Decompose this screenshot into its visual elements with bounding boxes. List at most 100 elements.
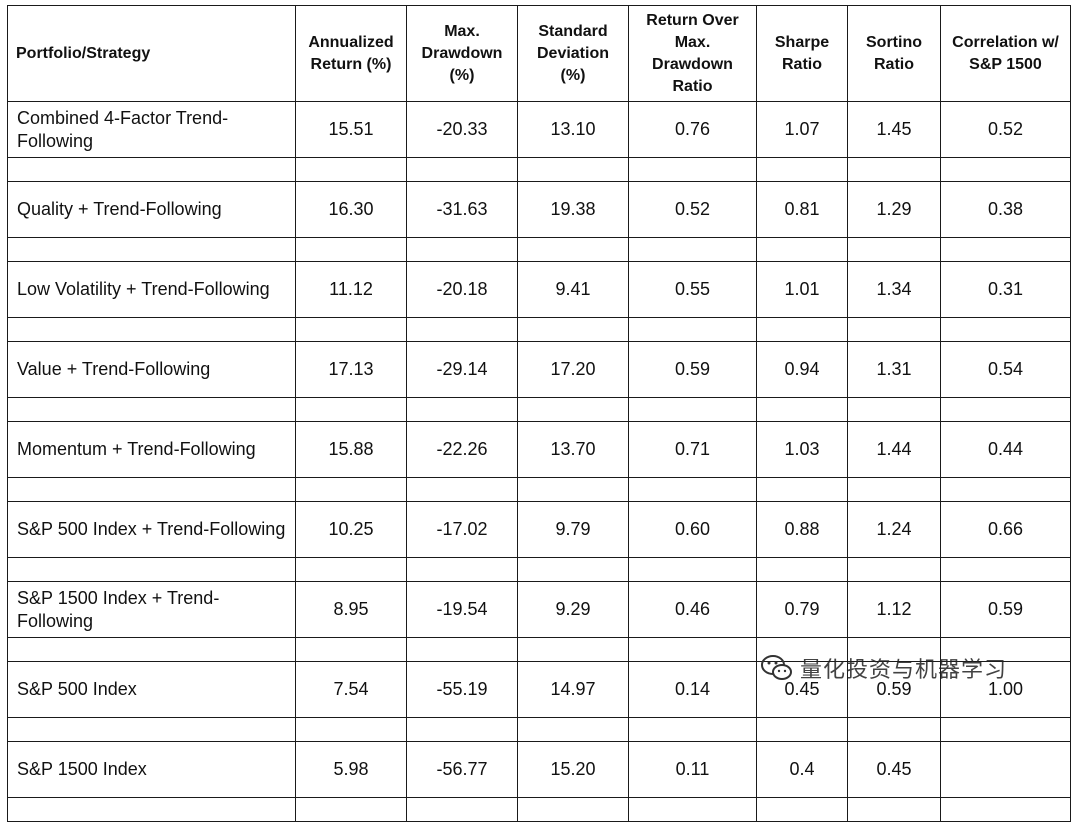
header-portfolio-strategy: Portfolio/Strategy bbox=[7, 5, 296, 102]
empty-cell bbox=[7, 797, 296, 822]
empty-cell bbox=[940, 397, 1071, 422]
empty-cell bbox=[7, 717, 296, 742]
cell-return-over-drawdown: 0.59 bbox=[628, 341, 757, 398]
empty-cell bbox=[295, 237, 407, 262]
empty-cell bbox=[628, 317, 757, 342]
cell-return-over-drawdown: 0.46 bbox=[628, 581, 757, 638]
cell-annualized-return: 16.30 bbox=[295, 181, 407, 238]
cell-max-drawdown: -19.54 bbox=[406, 581, 518, 638]
cell-sortino-ratio: 1.34 bbox=[847, 261, 941, 318]
cell-sortino-ratio: 1.24 bbox=[847, 501, 941, 558]
table-row: S&P 500 Index + Trend-Following 10.25 -17.… bbox=[7, 501, 1071, 558]
empty-cell bbox=[517, 477, 629, 502]
cell-max-drawdown: -20.33 bbox=[406, 101, 518, 158]
cell-max-drawdown: -31.63 bbox=[406, 181, 518, 238]
cell-sharpe-ratio: 0.94 bbox=[756, 341, 848, 398]
cell-sortino-ratio: 1.29 bbox=[847, 181, 941, 238]
cell-correlation: 0.38 bbox=[940, 181, 1071, 238]
table-row: Value + Trend-Following 17.13 -29.14 17.20 0… bbox=[7, 341, 1071, 398]
cell-correlation: 1.00 bbox=[940, 661, 1071, 718]
empty-cell bbox=[628, 397, 757, 422]
cell-sharpe-ratio: 1.01 bbox=[756, 261, 848, 318]
empty-cell bbox=[295, 797, 407, 822]
cell-standard-deviation: 9.29 bbox=[517, 581, 629, 638]
table-row: Combined 4-Factor Trend-Following 15.51 -2… bbox=[7, 101, 1071, 158]
cell-sharpe-ratio: 1.03 bbox=[756, 421, 848, 478]
cell-annualized-return: 7.54 bbox=[295, 661, 407, 718]
row-label: S&P 1500 Index + Trend-Following bbox=[7, 581, 296, 638]
header-sharpe-ratio: Sharpe Ratio bbox=[756, 5, 848, 102]
empty-cell bbox=[7, 557, 296, 582]
cell-annualized-return: 15.88 bbox=[295, 421, 407, 478]
cell-max-drawdown: -17.02 bbox=[406, 501, 518, 558]
empty-cell bbox=[295, 397, 407, 422]
empty-cell bbox=[406, 637, 518, 662]
cell-sharpe-ratio: 0.88 bbox=[756, 501, 848, 558]
cell-max-drawdown: -56.77 bbox=[406, 741, 518, 798]
cell-return-over-drawdown: 0.14 bbox=[628, 661, 757, 718]
spacer-row bbox=[7, 557, 1071, 582]
empty-cell bbox=[940, 797, 1071, 822]
table-header-row: Portfolio/Strategy Annualized Return (%)… bbox=[7, 5, 1071, 102]
cell-sharpe-ratio: 1.07 bbox=[756, 101, 848, 158]
empty-cell bbox=[940, 717, 1071, 742]
row-label: Low Volatility + Trend-Following bbox=[7, 261, 296, 318]
empty-cell bbox=[295, 717, 407, 742]
empty-cell bbox=[940, 557, 1071, 582]
empty-cell bbox=[517, 557, 629, 582]
spacer-row bbox=[7, 717, 1071, 742]
cell-correlation: 0.66 bbox=[940, 501, 1071, 558]
table-row: S&P 1500 Index 5.98 -56.77 15.20 0.11 0.4 0.45 bbox=[7, 741, 1071, 798]
header-max-drawdown: Max. Drawdown (%) bbox=[406, 5, 518, 102]
cell-max-drawdown: -20.18 bbox=[406, 261, 518, 318]
row-label: S&P 1500 Index bbox=[7, 741, 296, 798]
cell-return-over-drawdown: 0.60 bbox=[628, 501, 757, 558]
empty-cell bbox=[517, 397, 629, 422]
spacer-row bbox=[7, 637, 1071, 662]
cell-correlation bbox=[940, 741, 1071, 798]
empty-cell bbox=[756, 797, 848, 822]
empty-cell bbox=[295, 317, 407, 342]
table-row: Low Volatility + Trend-Following 11.12 -20… bbox=[7, 261, 1071, 318]
empty-cell bbox=[517, 317, 629, 342]
document-page: Portfolio/Strategy Annualized Return (%)… bbox=[7, 5, 1071, 822]
empty-cell bbox=[756, 237, 848, 262]
empty-cell bbox=[7, 157, 296, 182]
empty-cell bbox=[756, 637, 848, 662]
cell-sharpe-ratio: 0.81 bbox=[756, 181, 848, 238]
cell-max-drawdown: -22.26 bbox=[406, 421, 518, 478]
cell-standard-deviation: 9.79 bbox=[517, 501, 629, 558]
row-label: Combined 4-Factor Trend-Following bbox=[7, 101, 296, 158]
empty-cell bbox=[295, 637, 407, 662]
cell-standard-deviation: 13.70 bbox=[517, 421, 629, 478]
empty-cell bbox=[756, 317, 848, 342]
empty-cell bbox=[406, 557, 518, 582]
cell-sortino-ratio: 0.59 bbox=[847, 661, 941, 718]
cell-correlation: 0.59 bbox=[940, 581, 1071, 638]
cell-return-over-drawdown: 0.55 bbox=[628, 261, 757, 318]
empty-cell bbox=[847, 397, 941, 422]
empty-cell bbox=[628, 557, 757, 582]
cell-sharpe-ratio: 0.79 bbox=[756, 581, 848, 638]
empty-cell bbox=[406, 477, 518, 502]
cell-sharpe-ratio: 0.45 bbox=[756, 661, 848, 718]
empty-cell bbox=[628, 797, 757, 822]
table-row: Quality + Trend-Following 16.30 -31.63 19.3… bbox=[7, 181, 1071, 238]
cell-correlation: 0.44 bbox=[940, 421, 1071, 478]
empty-cell bbox=[628, 237, 757, 262]
empty-cell bbox=[847, 477, 941, 502]
empty-cell bbox=[756, 157, 848, 182]
empty-cell bbox=[756, 717, 848, 742]
empty-cell bbox=[7, 397, 296, 422]
cell-sortino-ratio: 0.45 bbox=[847, 741, 941, 798]
empty-cell bbox=[847, 237, 941, 262]
empty-cell bbox=[847, 637, 941, 662]
empty-cell bbox=[517, 237, 629, 262]
cell-annualized-return: 10.25 bbox=[295, 501, 407, 558]
empty-cell bbox=[847, 317, 941, 342]
cell-standard-deviation: 15.20 bbox=[517, 741, 629, 798]
empty-cell bbox=[940, 157, 1071, 182]
cell-correlation: 0.31 bbox=[940, 261, 1071, 318]
cell-return-over-drawdown: 0.52 bbox=[628, 181, 757, 238]
row-label: Momentum + Trend-Following bbox=[7, 421, 296, 478]
